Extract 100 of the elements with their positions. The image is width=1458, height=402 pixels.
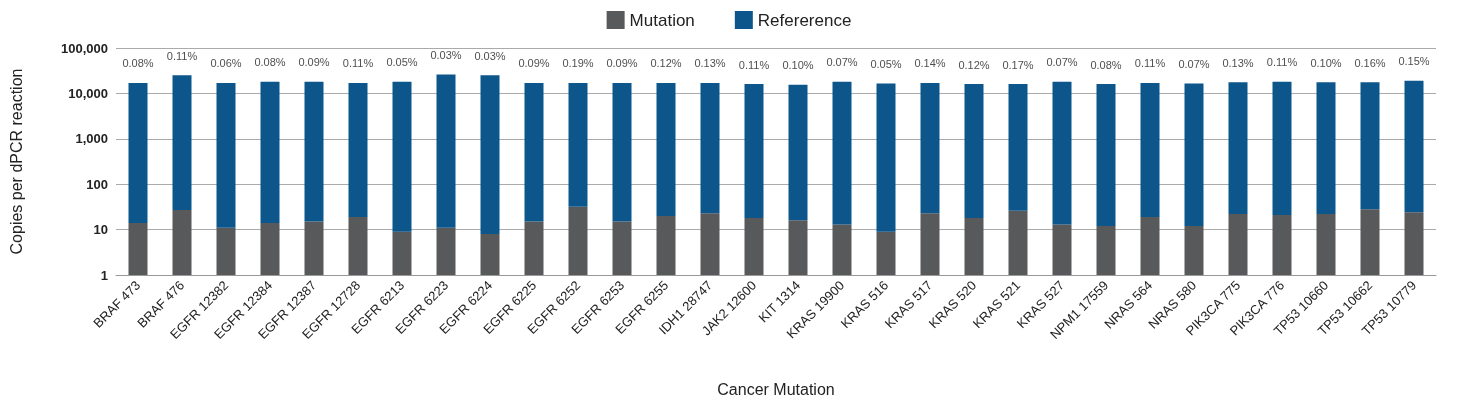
annotation: 0.09% [298,56,330,69]
bar [1008,84,1028,211]
bar [524,82,544,222]
bar [1096,226,1116,275]
annotation: 0.05% [386,56,418,69]
annotation: 0.06% [210,57,242,70]
bar [920,82,940,214]
bar [832,224,852,275]
annotation: 0.07% [1178,58,1210,71]
bar [1360,209,1380,275]
annotation: 0.07% [826,56,858,69]
bar [524,221,544,275]
bar [876,83,896,232]
bar [1008,210,1028,275]
bar [656,215,676,275]
bar [568,206,588,275]
y-axis-title: Copies per dPCR reaction [7,68,25,255]
annotation: 0.17% [1002,58,1034,71]
bar [656,82,676,216]
annotation: 0.03% [430,49,462,62]
bar [744,218,764,275]
bar [128,222,148,275]
bar [1316,82,1336,215]
bar [1360,82,1380,210]
bar [304,221,324,275]
bar [612,82,632,222]
annotation: 0.11% [1266,56,1298,69]
bar [700,82,720,214]
annotation: 0.10% [1310,56,1342,69]
bar [1228,214,1248,275]
annotation: 0.11% [342,57,374,70]
legend-label: Refererence [757,10,852,30]
bar [348,82,368,217]
annotation: 0.19% [562,57,594,70]
x-axis-title: Cancer Mutation [717,380,835,398]
bar [1404,80,1424,213]
bar [1140,82,1160,217]
bar [876,231,896,275]
annotation: 0.13% [694,57,726,70]
annotation: 0.11% [738,58,770,71]
annotation: 0.07% [1046,56,1078,69]
annotation: 0.08% [1090,58,1122,71]
bar [1272,81,1292,215]
bar [700,213,720,275]
bar [436,74,456,228]
bar [1052,81,1072,225]
bar [1404,212,1424,275]
bar [172,210,192,275]
annotation: 0.09% [606,57,638,70]
bar [1184,83,1204,227]
bar [832,81,852,225]
bar [216,227,236,275]
annotation: 0.11% [1134,57,1166,70]
y-tick-label: 10,000 [68,85,108,101]
bar [964,84,984,219]
bar [436,227,456,275]
bar [788,84,808,221]
annotation: 0.11% [166,49,198,62]
bar [392,81,412,232]
annotation: 0.12% [650,57,682,70]
bar [172,75,192,211]
bar [568,82,588,207]
bar [480,234,500,275]
bar [260,81,280,223]
bar [612,221,632,275]
annotation: 0.13% [1222,56,1254,69]
annotation: 0.09% [518,57,550,70]
bar [1096,84,1116,227]
legend-label: Mutation [629,10,695,30]
annotation: 0.15% [1398,55,1430,68]
bar [964,218,984,275]
bar [480,75,500,234]
bar [1272,214,1292,275]
y-tick-label: 1,000 [75,131,108,147]
annotation: 0.08% [254,56,286,69]
bar [1140,216,1160,275]
bar [392,231,412,275]
annotation: 0.10% [782,59,814,72]
bar [788,220,808,275]
bar [128,82,148,223]
annotation: 0.08% [122,57,154,70]
bar [304,81,324,222]
bar [1052,224,1072,275]
bar [1228,82,1248,215]
annotation: 0.03% [474,49,506,62]
y-tick-label: 100,000 [61,40,108,56]
bar [744,84,764,219]
y-tick-label: 10 [93,222,108,238]
annotation: 0.14% [914,57,946,70]
bar [920,213,940,275]
bar [1316,214,1336,275]
annotation: 0.16% [1354,56,1386,69]
y-tick-label: 100 [86,176,108,192]
bar [260,222,280,275]
annotation: 0.05% [870,58,902,71]
bar [348,216,368,275]
y-tick-label: 1 [100,267,108,283]
bar [1184,226,1204,275]
bar [216,82,236,228]
annotation: 0.12% [958,58,990,71]
